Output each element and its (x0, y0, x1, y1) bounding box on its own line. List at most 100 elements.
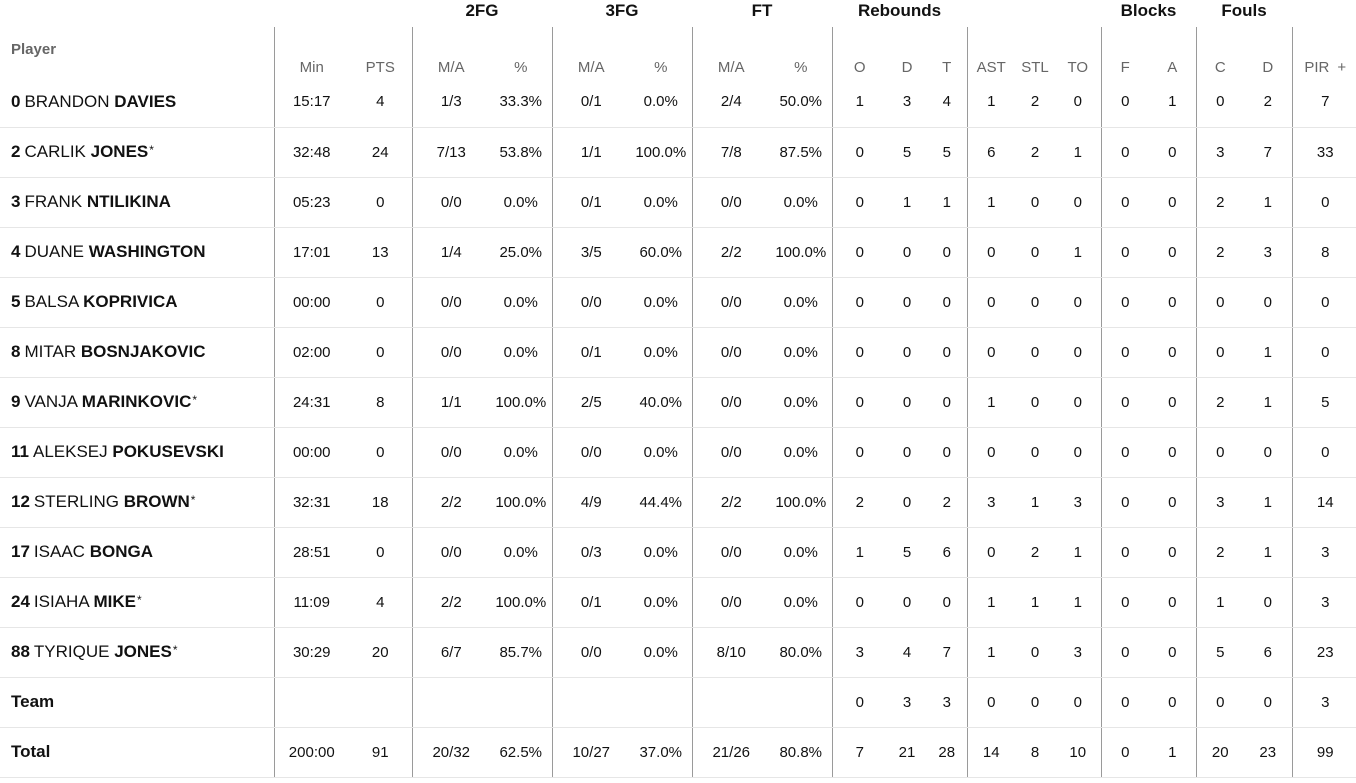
player-first-name[interactable]: BRANDON (24, 91, 110, 111)
stat-pts: 13 (349, 227, 412, 278)
player-number: 8 (11, 342, 21, 361)
stat-ft-ma: 0/0 (691, 527, 770, 578)
player-first-name[interactable]: FRANK (24, 192, 83, 211)
player-first-name[interactable]: DUANE (24, 242, 84, 261)
column-header-ft-ma[interactable]: M/A (691, 27, 770, 77)
column-header-3fg-ma[interactable]: M/A (551, 27, 630, 77)
stat-pir: 0 (1291, 327, 1356, 378)
player-last-name[interactable]: KOPRIVICA (83, 292, 178, 311)
column-header-pir[interactable]: PIR + (1291, 27, 1356, 77)
player-name-cell[interactable]: 24 ISIAHA MIKE* (0, 577, 274, 628)
column-header-stl[interactable]: STL (1021, 59, 1049, 76)
stat-stl: 8 (1015, 727, 1055, 778)
column-header-pts[interactable]: PTS (365, 59, 395, 76)
column-header-player[interactable]: Player (11, 41, 57, 58)
column-header-blk-f[interactable]: F (1100, 27, 1149, 77)
stat-min: 200:00 (273, 727, 349, 778)
player-last-name[interactable]: MARINKOVIC (81, 392, 192, 411)
stat-reb-o: 7 (831, 727, 887, 778)
stat-blk-a: 0 (1149, 277, 1196, 328)
player-name-cell[interactable]: 9 VANJA MARINKOVIC* (0, 377, 274, 428)
column-header-to[interactable]: TO (1067, 59, 1089, 76)
stat-min: 02:00 (273, 327, 349, 378)
stat-fg2-pct: 62.5% (490, 727, 552, 778)
stat-reb-d: 0 (887, 227, 927, 278)
player-first-name[interactable]: CARLIK (24, 142, 86, 161)
player-name-cell[interactable]: 0 BRANDON DAVIES (0, 77, 274, 128)
column-header-min[interactable]: Min (273, 27, 349, 77)
stat-reb-o: 0 (831, 127, 887, 178)
player-name-cell[interactable]: 2 CARLIK JONES* (0, 127, 274, 178)
stat-ast: 14 (966, 727, 1015, 778)
stat-fg2-pct: 85.7% (490, 627, 552, 678)
column-header-reb-d[interactable]: D (901, 59, 913, 76)
stat-pts: 0 (349, 277, 412, 328)
player-name-cell[interactable]: 5 BALSA KOPRIVICA (0, 277, 274, 328)
column-header-foul-d[interactable]: D (1262, 59, 1274, 76)
column-header-ast[interactable]: AST (966, 27, 1015, 77)
stat-foul-c: 0 (1195, 327, 1244, 378)
player-last-name[interactable]: WASHINGTON (88, 242, 206, 261)
column-header-reb-o[interactable]: O (831, 27, 887, 77)
player-name-cell[interactable]: 17 ISAAC BONGA (0, 527, 274, 578)
stat-pir: 99 (1291, 727, 1356, 778)
stat-fg3-pct: 37.0% (630, 727, 692, 778)
player-last-name[interactable]: MIKE (93, 592, 136, 611)
player-last-name[interactable]: BONGA (89, 542, 153, 561)
player-last-name[interactable]: NTILIKINA (86, 192, 171, 211)
stat-to: 3 (1055, 627, 1101, 678)
stat-to: 0 (1055, 77, 1101, 128)
stat-pts: 0 (349, 177, 412, 228)
stat-foul-c: 3 (1195, 127, 1244, 178)
stat-blk-f: 0 (1100, 427, 1149, 478)
player-first-name[interactable]: STERLING (33, 492, 119, 511)
column-header-reb-t[interactable]: T (942, 59, 952, 76)
stat-to: 0 (1055, 177, 1101, 228)
column-header-2fg-pct[interactable]: % (514, 59, 528, 76)
player-name-cell[interactable]: 12 STERLING BROWN* (0, 477, 274, 528)
stat-reb-o: 1 (831, 527, 887, 578)
player-number: 4 (11, 242, 21, 261)
stat-to: 0 (1055, 427, 1101, 478)
column-header-blk-a[interactable]: A (1167, 59, 1178, 76)
stat-reb-t: 0 (927, 277, 967, 328)
column-header-3fg-pct[interactable]: % (654, 59, 668, 76)
player-last-name[interactable]: DAVIES (114, 91, 177, 111)
player-first-name[interactable]: ISIAHA (33, 592, 89, 611)
player-first-name[interactable]: TYRIQUE (33, 642, 110, 661)
stat-blk-f: 0 (1100, 227, 1149, 278)
player-first-name[interactable]: BALSA (24, 292, 79, 311)
column-header-foul-c[interactable]: C (1195, 27, 1244, 77)
group-header-empty (0, 0, 274, 27)
player-first-name[interactable]: ALEKSEJ (32, 442, 108, 461)
player-last-name[interactable]: POKUSEVSKI (112, 442, 224, 461)
column-header-ft-pct[interactable]: % (794, 59, 808, 76)
expand-columns-button[interactable]: + (1337, 59, 1347, 76)
player-name-cell[interactable]: 8 MITAR BOSNJAKOVIC (0, 327, 274, 378)
player-name-cell[interactable]: 3 FRANK NTILIKINA (0, 177, 274, 228)
player-last-name[interactable]: BOSNJAKOVIC (80, 342, 206, 361)
stat-foul-d: 1 (1244, 527, 1292, 578)
stat-reb-t: 1 (927, 177, 967, 228)
stat-pir: 14 (1291, 477, 1356, 528)
stat-min: 17:01 (273, 227, 349, 278)
player-last-name[interactable]: JONES (114, 642, 172, 661)
player-first-name[interactable]: VANJA (24, 392, 78, 411)
stat-ft-pct (770, 677, 832, 728)
table-row: 2 CARLIK JONES* 32:48 24 7/13 53.8% 1/1 100.0% 7… (0, 127, 1356, 178)
player-number: 88 (11, 642, 30, 661)
stat-reb-d: 3 (887, 677, 927, 728)
player-name-cell[interactable]: 4 DUANE WASHINGTON (0, 227, 274, 278)
player-name-cell[interactable]: 11 ALEKSEJ POKUSEVSKI (0, 427, 274, 478)
player-number: 12 (11, 492, 30, 511)
stat-to: 0 (1055, 277, 1101, 328)
column-header-2fg-ma[interactable]: M/A (411, 27, 490, 77)
stat-ft-ma: 0/0 (691, 177, 770, 228)
stat-stl: 0 (1015, 277, 1055, 328)
player-first-name[interactable]: ISAAC (33, 542, 85, 561)
player-last-name[interactable]: BROWN (123, 492, 190, 511)
player-last-name[interactable]: JONES (90, 142, 149, 161)
player-first-name[interactable]: MITAR (24, 342, 77, 361)
player-name-cell[interactable]: 88 TYRIQUE JONES* (0, 627, 274, 678)
stat-fg3-ma: 0/1 (551, 577, 630, 628)
